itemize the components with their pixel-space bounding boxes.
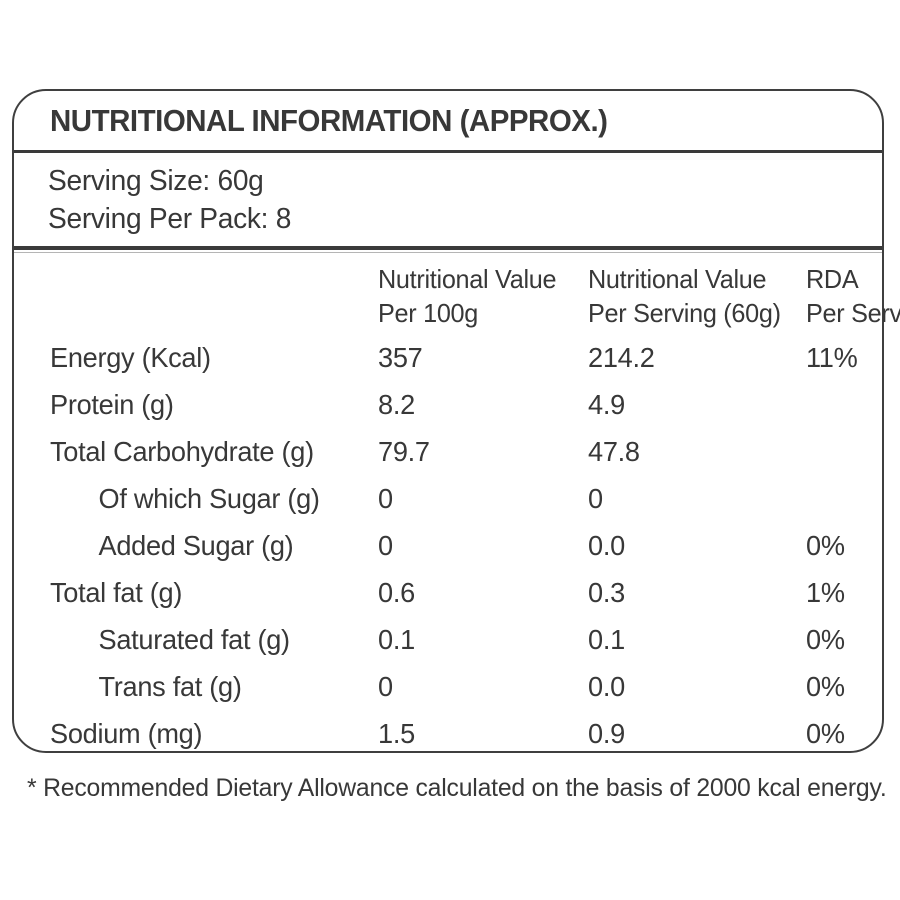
value-per-serving: 0 (588, 482, 603, 514)
nutrient-name: Protein (g) (50, 388, 174, 420)
serving-size-text: Serving Size: 60g (48, 165, 264, 197)
rda-percent: 11% (806, 341, 858, 373)
value-per-100g: 0 (378, 482, 393, 514)
value-per-serving: 4.9 (588, 388, 625, 420)
value-per-serving: 0.9 (588, 717, 625, 749)
value-per-100g: 1.5 (378, 717, 415, 749)
column-header-line: Nutritional Value (588, 264, 767, 294)
serving-per-pack-text: Serving Per Pack: 8 (48, 203, 292, 235)
value-per-serving: 0.1 (588, 623, 625, 655)
value-per-100g: 357 (378, 341, 423, 373)
value-per-100g: 0.6 (378, 576, 415, 608)
value-per-serving: 0.0 (588, 670, 625, 702)
value-per-100g: 79.7 (378, 435, 430, 467)
label-title: NUTRITIONAL INFORMATION (APPROX.) (50, 102, 608, 138)
table-row: Of which Sugar (g) 0 0 (14, 475, 882, 522)
nutrient-name: Energy (Kcal) (50, 341, 211, 373)
nutrient-name: Saturated fat (g) (98, 623, 291, 655)
nutrient-name: Added Sugar (g) (98, 529, 294, 561)
rda-percent: 1% (806, 576, 845, 608)
nutrient-name: Of which Sugar (g) (98, 482, 320, 514)
nutrition-label-panel: NUTRITIONAL INFORMATION (APPROX.) Servin… (12, 89, 900, 753)
value-per-serving: 47.8 (588, 435, 640, 467)
column-header-per-serving: Nutritional Value Per Serving (60g) (588, 262, 799, 330)
column-header-line: Nutritional Value (378, 264, 557, 294)
nutrition-table: Nutritional Value Per 100g Nutritional V… (14, 250, 900, 757)
table-row: Energy (Kcal) 357 214.2 11% (14, 334, 882, 381)
column-header-line: RDA (806, 264, 859, 294)
rda-percent: 0% (806, 717, 845, 749)
table-row: Added Sugar (g) 0 0.0 0% (14, 522, 882, 569)
nutrient-name: Total fat (g) (50, 576, 183, 608)
value-per-100g: 0 (378, 670, 393, 702)
value-per-100g: 0 (378, 529, 393, 561)
column-header-rda: RDA Per Serving* (806, 262, 900, 330)
label-header: NUTRITIONAL INFORMATION (APPROX.) (14, 91, 882, 153)
serving-info-section: Serving Size: 60g Serving Per Pack: 8 (14, 153, 882, 253)
nutrient-name: Sodium (mg) (50, 717, 203, 749)
table-row: Protein (g) 8.2 4.9 (14, 381, 882, 428)
rda-percent: 0% (806, 623, 845, 655)
column-header-line: Per Serving (60g) (588, 298, 781, 328)
nutrient-name: Total Carbohydrate (g) (50, 435, 314, 467)
table-row: Saturated fat (g) 0.1 0.1 0% (14, 616, 882, 663)
table-row: Total Carbohydrate (g) 79.7 47.8 (14, 428, 882, 475)
column-header-per-100g: Nutritional Value Per 100g (378, 262, 582, 330)
table-row: Trans fat (g) 0 0.0 0% (14, 663, 882, 710)
column-header-line: Per Serving* (806, 298, 900, 328)
value-per-100g: 0.1 (378, 623, 415, 655)
table-row: Sodium (mg) 1.5 0.9 0% (14, 710, 882, 757)
rda-percent: 0% (806, 670, 845, 702)
rda-percent: 0% (806, 529, 845, 561)
table-row: Total fat (g) 0.6 0.3 1% (14, 569, 882, 616)
value-per-100g: 8.2 (378, 388, 415, 420)
value-per-serving: 0.3 (588, 576, 625, 608)
rda-footnote: * Recommended Dietary Allowance calculat… (27, 774, 887, 802)
nutrient-column-spacer (50, 262, 368, 330)
table-body: Energy (Kcal) 357 214.2 11% Protein (g) 8.2 4.… (14, 334, 882, 757)
column-header-line: Per 100g (378, 298, 479, 328)
nutrient-name: Trans fat (g) (98, 670, 242, 702)
table-header-row: Nutritional Value Per 100g Nutritional V… (14, 262, 900, 330)
value-per-serving: 214.2 (588, 341, 655, 373)
value-per-serving: 0.0 (588, 529, 625, 561)
